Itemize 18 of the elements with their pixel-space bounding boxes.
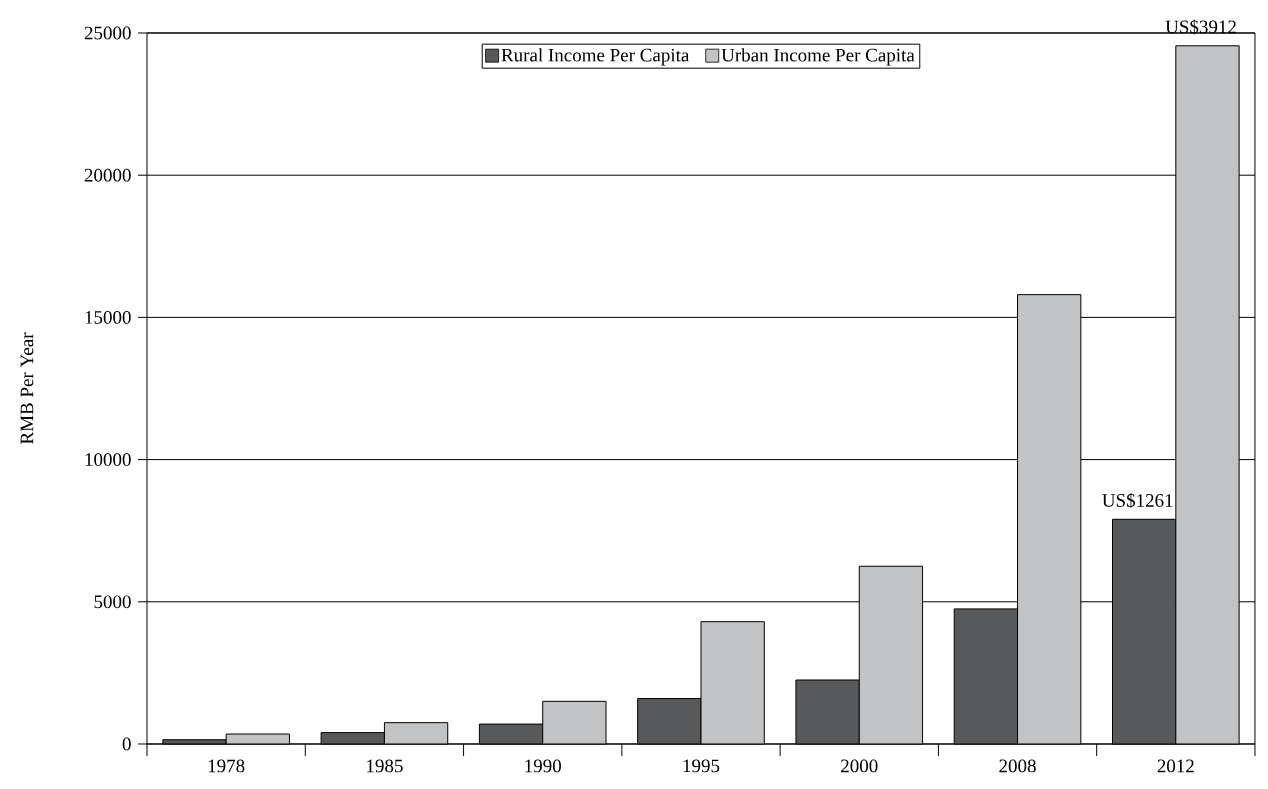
y-tick-label: 0	[122, 737, 131, 751]
x-tick-label: 1985	[367, 759, 403, 773]
y-tick-label: 25000	[84, 26, 131, 40]
legend-label: Rural Income Per Capita	[501, 48, 690, 66]
y-tick-label: 10000	[85, 453, 131, 466]
x-tick-label: 2012	[1157, 759, 1194, 773]
x-tick-label: 1995	[683, 759, 720, 773]
x-tick-label: 2008	[999, 759, 1036, 773]
y-tick-label: 20000	[84, 168, 131, 182]
x-tick-label: 1978	[208, 759, 245, 773]
y-tick-label: 5000	[94, 595, 131, 609]
y-tick-label: 15000	[85, 310, 131, 324]
x-tick-label: 2000	[841, 759, 878, 773]
y-axis-title: RMB Per Year	[20, 332, 34, 444]
legend-label: Urban Income Per Capita	[721, 48, 915, 66]
annotation: US$3912	[1165, 19, 1236, 35]
annotation: US$1261	[1102, 492, 1173, 509]
x-tick-label: 1990	[525, 759, 561, 773]
